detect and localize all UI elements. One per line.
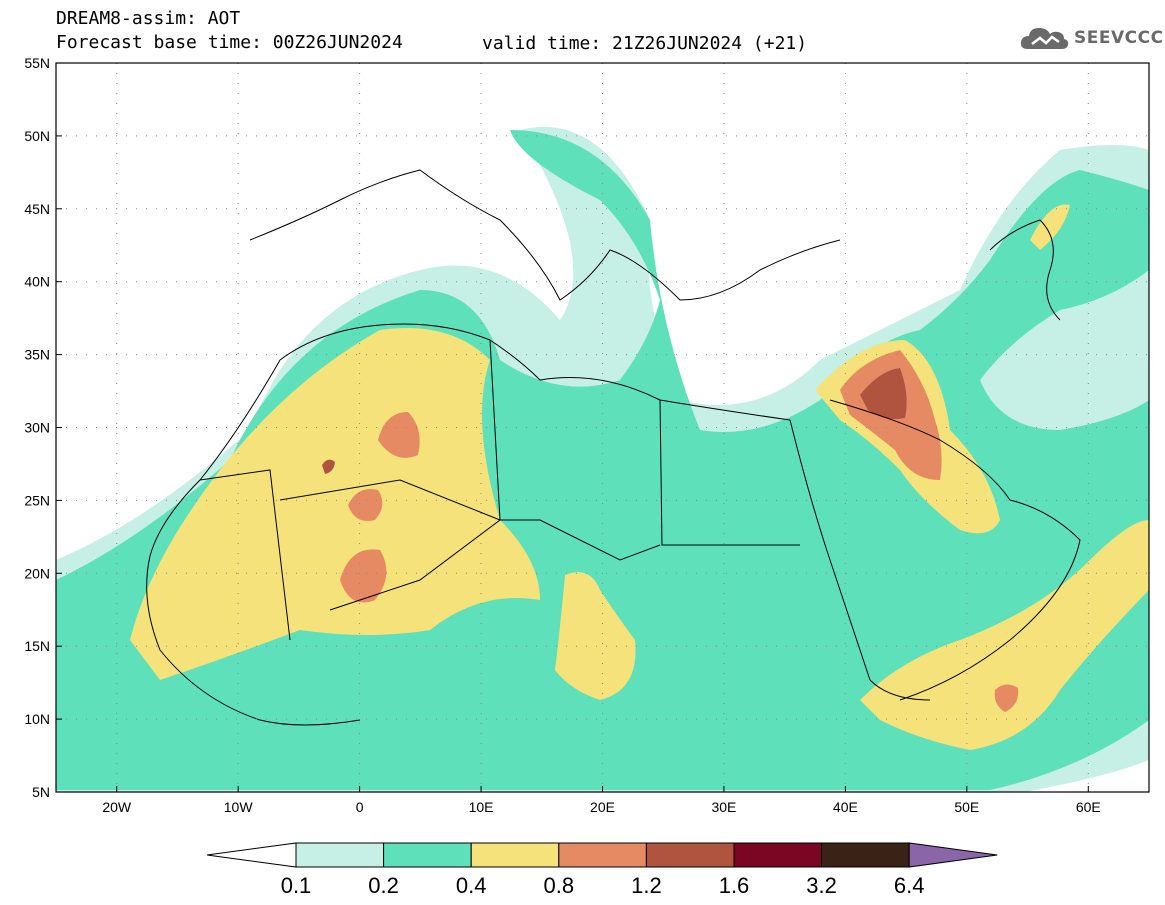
coastlines <box>146 169 1081 726</box>
aot-band-0.8-algeria-2 <box>348 489 383 521</box>
colorbar-label: 1.6 <box>719 873 750 898</box>
aot-band-0.8-mali <box>340 549 387 603</box>
lat-label: 15N <box>24 638 50 654</box>
aot-band-1.2-iraq <box>860 368 907 419</box>
border-sahel <box>279 479 661 561</box>
colorbar-segment <box>733 842 823 868</box>
map-grid <box>56 63 1149 792</box>
aot-colorbar: 0.1 0.2 0.4 0.8 1.2 1.6 3.2 6.4 <box>206 842 998 898</box>
lon-label: 0 <box>356 799 364 815</box>
colorbar-label: 1.2 <box>631 873 662 898</box>
lat-label: 45N <box>24 201 50 217</box>
coastline-europe <box>249 169 841 301</box>
logo-text: SEEVCCC <box>1074 28 1164 48</box>
colorbar-segment <box>645 842 735 868</box>
lat-label: 35N <box>24 347 50 363</box>
colorbar-segment <box>558 842 647 868</box>
border-mali <box>199 469 291 641</box>
lat-label: 50N <box>24 128 50 144</box>
lat-label: 30N <box>24 420 50 436</box>
colorbar-segment <box>470 842 560 868</box>
lon-label: 30E <box>711 799 736 815</box>
lon-label: 20E <box>590 799 615 815</box>
seevccc-logo: SEEVCCC <box>1018 24 1164 52</box>
colorbar-segment <box>383 842 472 868</box>
border-algeria-libya <box>329 339 501 611</box>
aot-band-0.4 <box>130 328 540 680</box>
colorbar-label: 0.1 <box>281 873 312 898</box>
forecast-base-time: Forecast base time: 00Z26JUN2024 <box>56 32 403 53</box>
colorbar-label: 3.2 <box>806 873 837 898</box>
coastline-west-africa <box>146 555 361 726</box>
colorbar-label: 0.4 <box>456 873 487 898</box>
aot-band-1.2-algeria <box>322 459 335 474</box>
border-libya-egypt <box>659 399 800 546</box>
aot-band-0.4-arabia <box>860 520 1149 750</box>
aot-band-0.8-algeria <box>378 412 420 458</box>
aot-band-0.8-oman <box>994 684 1019 712</box>
lat-label: 10N <box>24 711 50 727</box>
lon-label: 50E <box>954 799 979 815</box>
lon-label: 40E <box>833 799 858 815</box>
lon-label: 60E <box>1076 799 1101 815</box>
colorbar-label: 0.8 <box>544 873 575 898</box>
lat-label: 25N <box>24 492 50 508</box>
colorbar-label: 0.2 <box>368 873 399 898</box>
colorbar-over-arrow <box>908 842 998 868</box>
valid-time: valid time: 21Z26JUN2024 (+21) <box>482 33 808 54</box>
lon-label: 10W <box>224 799 254 815</box>
coastline-red-sea <box>789 419 931 701</box>
lat-label: 40N <box>24 274 50 290</box>
latitude-labels: 55N 50N 45N 40N 35N 30N 25N 20N 15N 10N 5N <box>24 55 62 800</box>
aot-band-0.4-caspian <box>1030 204 1070 250</box>
lon-label: 10E <box>469 799 494 815</box>
colorbar-under-arrow <box>206 842 297 868</box>
coastline-arabia <box>829 399 1081 701</box>
map-title: DREAM8-assim: AOT <box>56 8 241 29</box>
cloud-icon <box>1020 28 1069 49</box>
coastline-north-africa <box>149 323 791 557</box>
lat-label: 5N <box>32 784 50 800</box>
lon-label: 20W <box>102 799 132 815</box>
longitude-labels: 20W 10W 0 10E 20E 30E 40E 50E 60E <box>102 786 1101 815</box>
coastline-caspian <box>989 219 1061 321</box>
aot-shading <box>56 126 1149 792</box>
lat-label: 55N <box>24 55 50 71</box>
colorbar-label: 6.4 <box>894 873 925 898</box>
aot-band-0.4-sudan <box>555 572 636 700</box>
lat-label: 20N <box>24 565 50 581</box>
colorbar-segment <box>821 842 910 868</box>
colorbar-segment <box>295 842 385 868</box>
